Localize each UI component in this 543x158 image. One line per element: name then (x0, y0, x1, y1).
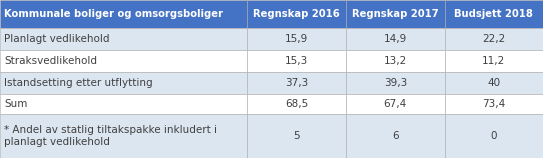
Text: 67,4: 67,4 (384, 99, 407, 109)
Bar (247, 72, 346, 94)
Text: Regnskap 2017: Regnskap 2017 (352, 9, 439, 19)
Text: 15,3: 15,3 (285, 56, 308, 66)
Text: Straksvedlikehold: Straksvedlikehold (4, 56, 97, 66)
Text: 5: 5 (293, 131, 300, 141)
Bar (0, 28, 247, 50)
Bar (0, 50, 247, 72)
Bar (346, 28, 445, 50)
Bar (445, 72, 543, 94)
Bar (0, 72, 247, 94)
Text: 37,3: 37,3 (285, 78, 308, 88)
Text: 11,2: 11,2 (482, 56, 506, 66)
Text: 14,9: 14,9 (384, 34, 407, 44)
Text: 40: 40 (487, 78, 501, 88)
Bar (0, 0, 247, 28)
Bar (445, 94, 543, 114)
Text: Planlagt vedlikehold: Planlagt vedlikehold (4, 34, 110, 44)
Text: Istandsetting etter utflytting: Istandsetting etter utflytting (4, 78, 153, 88)
Text: 15,9: 15,9 (285, 34, 308, 44)
Bar (445, 50, 543, 72)
Bar (445, 114, 543, 158)
Bar (0, 94, 247, 114)
Bar (247, 114, 346, 158)
Bar (445, 0, 543, 28)
Bar (346, 94, 445, 114)
Text: Budsjett 2018: Budsjett 2018 (454, 9, 533, 19)
Bar (247, 50, 346, 72)
Text: 39,3: 39,3 (384, 78, 407, 88)
Bar (247, 28, 346, 50)
Text: * Andel av statlig tiltakspakke inkludert i
planlagt vedlikehold: * Andel av statlig tiltakspakke inkluder… (4, 125, 217, 147)
Text: 73,4: 73,4 (482, 99, 506, 109)
Text: 22,2: 22,2 (482, 34, 506, 44)
Bar (346, 114, 445, 158)
Text: 13,2: 13,2 (384, 56, 407, 66)
Bar (247, 0, 346, 28)
Bar (346, 72, 445, 94)
Text: Sum: Sum (4, 99, 28, 109)
Text: 68,5: 68,5 (285, 99, 308, 109)
Bar (346, 50, 445, 72)
Bar (346, 0, 445, 28)
Text: Regnskap 2016: Regnskap 2016 (253, 9, 340, 19)
Bar (0, 114, 247, 158)
Bar (445, 28, 543, 50)
Text: Kommunale boliger og omsorgsboliger: Kommunale boliger og omsorgsboliger (4, 9, 223, 19)
Bar (247, 94, 346, 114)
Text: 0: 0 (491, 131, 497, 141)
Text: 6: 6 (392, 131, 399, 141)
